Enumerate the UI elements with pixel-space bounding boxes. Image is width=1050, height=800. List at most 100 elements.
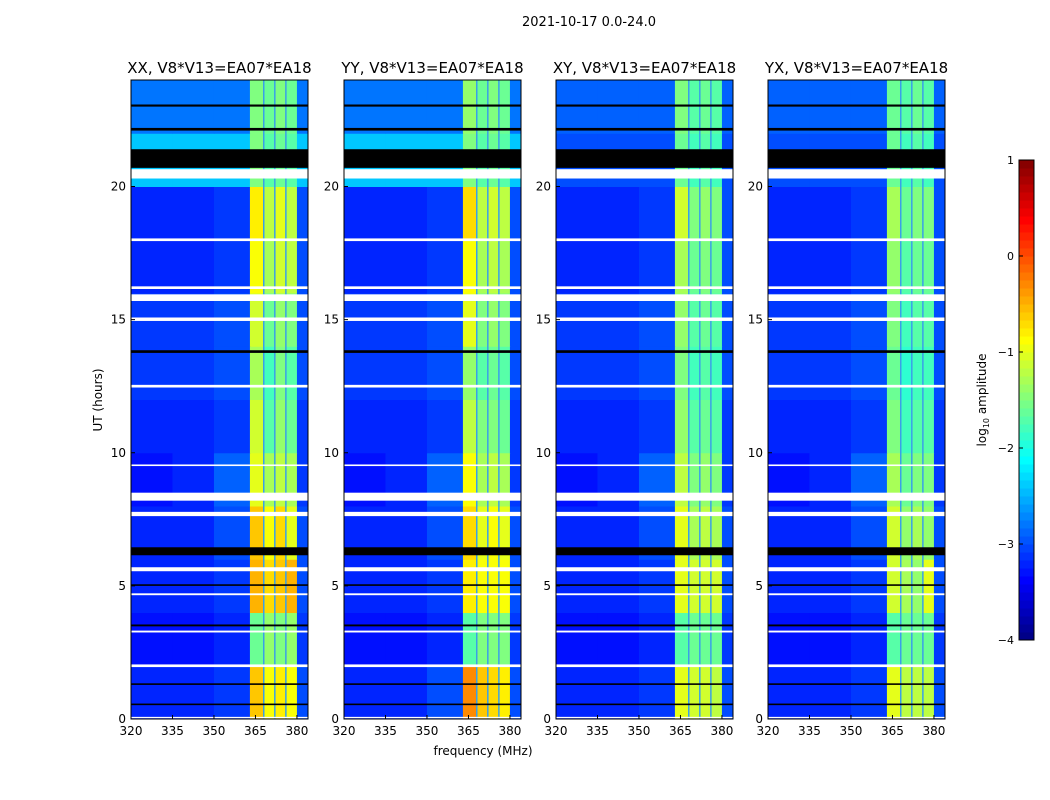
axes-frame	[767, 79, 946, 720]
flagged-row	[556, 492, 733, 501]
heatmap-cell	[911, 559, 924, 613]
heatmap-cell	[131, 346, 173, 400]
flagged-row	[768, 630, 945, 633]
y-tick-label: 20	[536, 180, 551, 194]
flagged-row	[131, 683, 308, 685]
heatmap-cell	[721, 559, 734, 613]
flagged-row	[131, 567, 308, 572]
heatmap-cell	[172, 80, 215, 134]
heatmap-cell	[850, 665, 888, 720]
heatmap-cell	[344, 186, 386, 241]
colorbar-segment	[1019, 544, 1034, 553]
heatmap-cell	[426, 239, 464, 294]
heatmap-cell	[285, 559, 298, 613]
heatmap-cell	[498, 346, 511, 400]
flagged-row	[556, 630, 733, 633]
flagged-row	[344, 703, 521, 706]
heatmap-cell	[172, 612, 215, 667]
heatmap-cell	[699, 399, 712, 454]
heatmap-cell	[922, 612, 935, 667]
heatmap-cell	[213, 399, 251, 454]
x-tick-label: 335	[374, 724, 397, 738]
heatmap-cell	[213, 80, 251, 134]
colorbar-segment	[1019, 400, 1034, 409]
colorbar-segment	[1019, 568, 1034, 577]
y-tick-label: 5	[118, 579, 126, 593]
heatmap-cell	[509, 346, 522, 400]
flagged-row	[556, 317, 733, 321]
colorbar-tick-label: −1	[998, 346, 1014, 359]
colorbar-segment	[1019, 624, 1034, 633]
heatmap-cell	[263, 239, 276, 294]
heatmap-cell	[721, 399, 734, 454]
heatmap-cell	[933, 506, 946, 560]
axes-frame	[130, 79, 309, 720]
heatmap-cell	[498, 452, 511, 507]
heatmap-cell	[285, 346, 298, 400]
heatmap-cell	[509, 665, 522, 720]
heatmap-cell	[710, 239, 723, 294]
colorbar-segment	[1019, 552, 1034, 561]
heatmap-cell	[922, 239, 935, 294]
flagged-row	[344, 286, 521, 290]
heatmap-cell	[721, 452, 734, 507]
heatmap-cell	[249, 665, 265, 720]
heatmap-cell	[263, 346, 276, 400]
heatmap-cell	[900, 80, 913, 134]
colorbar-segment	[1019, 584, 1034, 593]
heatmap-cell	[344, 665, 386, 720]
x-tick-label: 320	[120, 724, 143, 738]
heatmap-cell	[886, 665, 902, 720]
heatmap-cell	[462, 559, 478, 613]
heatmap-cell	[699, 239, 712, 294]
flagged-row	[768, 547, 945, 556]
colorbar-tick-label: −3	[998, 538, 1014, 551]
heatmap-cell	[249, 239, 265, 294]
flagged-row	[556, 464, 733, 467]
heatmap-cell	[710, 346, 723, 400]
heatmap-cell	[213, 612, 251, 667]
heatmap-cell	[498, 612, 511, 667]
heatmap-cell	[263, 399, 276, 454]
colorbar-tick-label: 0	[1007, 250, 1014, 263]
heatmap-cell	[344, 612, 386, 667]
flagged-row	[131, 584, 308, 586]
flagged-row	[556, 384, 733, 388]
heatmap-cell	[426, 186, 464, 241]
heatmap-cell	[476, 612, 489, 667]
heatmap-cell	[131, 239, 173, 294]
flagged-row	[344, 464, 521, 467]
flagged-row	[768, 286, 945, 290]
heatmap-cell	[556, 399, 598, 454]
y-tick-label: 0	[118, 712, 126, 726]
heatmap-cell	[688, 80, 701, 134]
flagged-row	[131, 593, 308, 596]
heatmap-cell	[688, 559, 701, 613]
heatmap-cell	[710, 80, 723, 134]
axes-frame	[343, 79, 522, 720]
heatmap-cell	[911, 346, 924, 400]
heatmap-cell	[597, 80, 640, 134]
heatmap-cell	[597, 186, 640, 241]
y-tick-label: 10	[111, 446, 126, 460]
colorbar-segment	[1019, 488, 1034, 497]
colorbar-segment	[1019, 392, 1034, 401]
heatmap-cell	[933, 612, 946, 667]
x-axis-label: frequency (MHz)	[433, 744, 532, 758]
heatmap-cell	[385, 399, 428, 454]
heatmap-cell	[274, 186, 287, 241]
colorbar-segment	[1019, 608, 1034, 617]
heatmap-cell	[249, 399, 265, 454]
heatmap-cell	[688, 665, 701, 720]
colorbar-segment	[1019, 512, 1034, 521]
heatmap-cell	[850, 399, 888, 454]
heatmap-cell	[476, 399, 489, 454]
colorbar-segment	[1019, 520, 1034, 529]
heatmap-cell	[710, 665, 723, 720]
heatmap-cell	[674, 612, 690, 667]
colorbar-segment	[1019, 216, 1034, 225]
flagged-row	[131, 384, 308, 388]
heatmap-cell	[768, 346, 810, 400]
y-tick-label: 5	[331, 579, 339, 593]
